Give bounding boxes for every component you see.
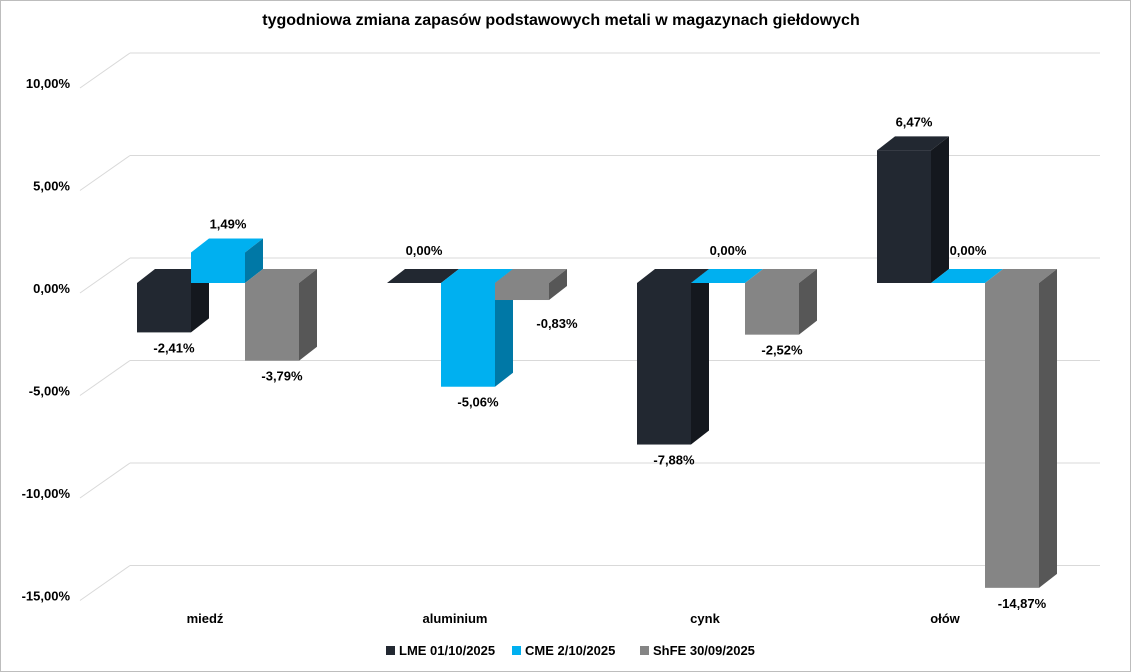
data-label: -14,87% xyxy=(998,596,1047,611)
gridline-depth xyxy=(79,462,131,499)
data-label: 1,49% xyxy=(210,216,247,231)
legend-label: LME 01/10/2025 xyxy=(399,643,495,658)
data-label: -7,88% xyxy=(653,453,695,468)
legend-label: CME 2/10/2025 xyxy=(525,643,615,658)
bar xyxy=(495,269,567,301)
bar-side xyxy=(191,269,209,333)
chart-title: tygodniowa zmiana zapasów podstawowych m… xyxy=(262,12,859,29)
data-label: -0,83% xyxy=(536,316,578,331)
bar-top xyxy=(245,269,317,283)
bar xyxy=(191,238,263,283)
bar-front xyxy=(985,283,1039,588)
bar-side xyxy=(299,269,317,361)
bar-front xyxy=(877,150,931,283)
bar-top xyxy=(637,269,709,283)
gridline-depth xyxy=(79,360,131,396)
gridline-depth xyxy=(79,52,131,89)
y-tick-label: 5,00% xyxy=(33,179,70,194)
bar-side xyxy=(245,238,263,283)
legend-swatch xyxy=(386,646,395,655)
bar-side xyxy=(799,269,817,335)
bar-top xyxy=(441,269,513,283)
x-tick-label: ołów xyxy=(930,611,960,626)
bar-top xyxy=(985,269,1057,283)
legend-swatch xyxy=(640,646,649,655)
bar xyxy=(931,269,1003,283)
gridline-depth xyxy=(79,155,131,191)
x-tick-label: miedź xyxy=(187,611,224,626)
legend-item: ShFE 30/09/2025 xyxy=(640,643,755,658)
bar-front xyxy=(441,283,495,387)
data-label: 0,00% xyxy=(950,243,987,258)
bar xyxy=(637,269,709,445)
x-tick-label: aluminium xyxy=(422,611,487,626)
bar-front xyxy=(191,252,245,283)
y-tick-label: -10,00% xyxy=(22,486,71,501)
data-label: -2,41% xyxy=(153,340,195,355)
legend-item: LME 01/10/2025 xyxy=(386,643,495,658)
bar-front xyxy=(245,283,299,361)
bar xyxy=(245,269,317,361)
bar-top xyxy=(931,269,1003,283)
bar-top xyxy=(191,238,263,253)
legend-item: CME 2/10/2025 xyxy=(512,643,615,658)
x-tick-label: cynk xyxy=(690,611,720,626)
y-tick-label: -5,00% xyxy=(29,384,71,399)
legend-swatch xyxy=(512,646,521,655)
gridline-depth xyxy=(79,257,131,294)
data-label: 0,00% xyxy=(406,243,443,258)
bar-side xyxy=(691,269,709,445)
bar-front xyxy=(637,283,691,445)
bar xyxy=(691,269,763,283)
data-label: 0,00% xyxy=(710,243,747,258)
bar-front xyxy=(745,283,799,335)
bar-top xyxy=(387,269,459,283)
bar-front xyxy=(137,283,191,333)
bar xyxy=(137,269,209,333)
y-tick-label: -15,00% xyxy=(22,589,71,604)
bar-side xyxy=(549,269,567,301)
bar-side xyxy=(931,136,949,283)
bar xyxy=(877,136,949,283)
bar-top xyxy=(691,269,763,283)
bar xyxy=(745,269,817,335)
data-label: -2,52% xyxy=(761,343,803,358)
bar-side xyxy=(1039,269,1057,588)
data-label: -3,79% xyxy=(261,369,303,384)
data-label: -5,06% xyxy=(457,395,499,410)
gridline-depth xyxy=(79,565,131,601)
bar-front xyxy=(495,283,549,301)
data-label: 6,47% xyxy=(896,114,933,129)
bar xyxy=(387,269,459,283)
bar-top xyxy=(745,269,817,283)
bar-top xyxy=(877,136,949,151)
y-tick-label: 0,00% xyxy=(33,281,70,296)
legend-label: ShFE 30/09/2025 xyxy=(653,643,755,658)
bar-top xyxy=(495,269,567,283)
y-tick-label: 10,00% xyxy=(26,76,71,91)
bar xyxy=(985,269,1057,588)
